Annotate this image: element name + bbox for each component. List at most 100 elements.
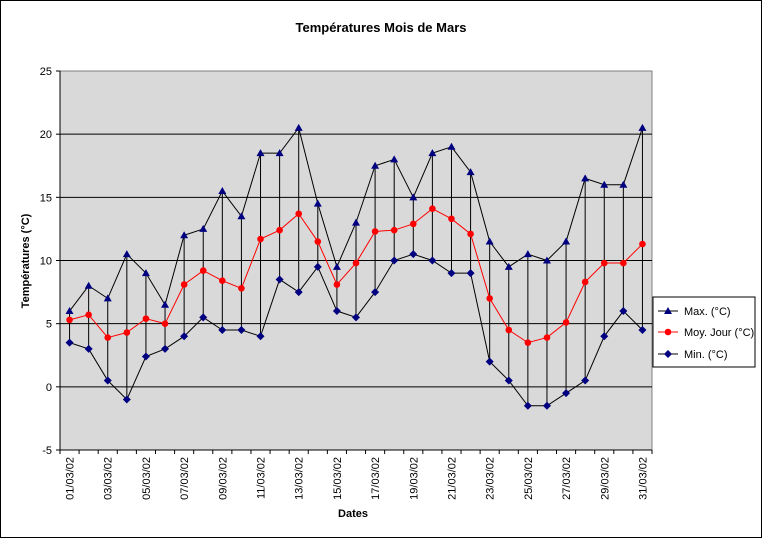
data-point-moy (448, 215, 455, 223)
data-point-min (409, 250, 418, 259)
data-point-max (409, 193, 418, 201)
data-point-max (542, 256, 551, 264)
data-point-min (122, 395, 131, 404)
data-point-moy (600, 259, 608, 267)
legend-swatch-marker (664, 307, 672, 314)
data-point-min (428, 256, 437, 265)
data-point-moy (85, 311, 92, 319)
legend-entry-moy: Moy. Jour (°C) (658, 327, 754, 339)
legend: Max. (°C) Moy. Jour (°C) Min. (°C) (652, 296, 756, 368)
x-tick-label: 15/03/02 (332, 457, 344, 500)
data-point-min (313, 262, 322, 271)
data-point-max (237, 212, 246, 220)
data-point-max (294, 123, 303, 131)
x-tick-label: 25/03/02 (523, 457, 535, 500)
data-point-max (103, 294, 112, 302)
x-tick-label: 11/03/02 (256, 457, 268, 499)
data-point-max (313, 199, 322, 207)
data-point-max (619, 180, 628, 188)
data-point-moy (524, 339, 532, 346)
data-point-max (199, 224, 208, 232)
legend-entry-max: Max. (°C) (658, 306, 731, 318)
data-point-min (294, 288, 303, 297)
data-point-moy (276, 226, 283, 234)
data-point-moy (562, 319, 570, 326)
y-tick-label: -5 (42, 445, 52, 457)
data-point-moy (467, 230, 474, 238)
x-tick-label: 31/03/02 (637, 457, 649, 500)
data-point-min (275, 275, 284, 284)
data-point-moy (295, 210, 303, 218)
y-tick-label: 20 (40, 129, 52, 141)
legend-label: Moy. Jour (°C) (684, 327, 754, 339)
x-tick-label: 29/03/02 (599, 457, 611, 500)
data-point-max (447, 142, 456, 150)
data-point-moy (123, 329, 131, 336)
data-point-moy (429, 205, 436, 213)
y-axis-title: Températures (°C) (20, 213, 32, 308)
legend-swatch-marker (664, 350, 672, 358)
data-point-moy (142, 315, 150, 322)
data-point-max (84, 281, 93, 289)
data-point-max (581, 174, 590, 182)
data-point-min (638, 325, 647, 334)
data-point-min (161, 344, 170, 353)
legend-label: Min. (°C) (684, 349, 728, 361)
x-tick-label: 21/03/02 (446, 457, 458, 500)
x-tick-label: 09/03/02 (217, 457, 229, 500)
data-point-moy (543, 334, 551, 341)
x-tick-label: 17/03/02 (370, 457, 382, 500)
data-point-moy (409, 220, 417, 228)
data-point-moy (238, 284, 245, 292)
data-point-min (600, 332, 609, 341)
axes: -5 0 5 10 15 20 25 01/03/02 03/03/02 05/03/02 07/0… (40, 66, 653, 500)
data-point-min (485, 357, 494, 366)
data-point-moy (219, 277, 226, 285)
data-point-moy (333, 281, 341, 288)
data-point-min (371, 288, 380, 297)
data-point-moy (486, 295, 493, 302)
data-point-moy (505, 326, 513, 334)
data-point-max (122, 250, 131, 258)
data-point-max (371, 161, 380, 169)
data-point-max (352, 218, 360, 226)
data-point-max (332, 262, 341, 270)
data-point-moy (257, 235, 264, 243)
data-point-min (199, 313, 208, 322)
data-point-min (180, 332, 189, 341)
data-point-min (352, 313, 360, 322)
data-point-moy (639, 240, 646, 248)
data-point-min (390, 256, 399, 265)
y-tick-label: 5 (46, 319, 52, 331)
data-point-max (638, 123, 647, 131)
data-point-moy (314, 238, 322, 245)
data-point-max (65, 307, 74, 315)
x-tick-label: 03/03/02 (103, 457, 115, 500)
data-point-min (103, 376, 112, 385)
legend-swatch-marker (664, 328, 672, 336)
data-point-min (332, 307, 341, 316)
data-point-moy (390, 226, 398, 234)
x-tick-label: 19/03/02 (408, 457, 420, 500)
data-point-max (390, 155, 399, 163)
legend-entry-min: Min. (°C) (658, 349, 728, 361)
data-point-moy (199, 267, 207, 274)
grid-lines (60, 133, 652, 388)
data-point-max (562, 237, 571, 245)
data-point-moy (581, 278, 589, 286)
data-point-min (65, 338, 74, 347)
data-point-moy (371, 228, 379, 235)
data-point-moy (352, 259, 360, 267)
data-point-min (447, 269, 456, 278)
data-point-max (466, 168, 475, 176)
data-point-min (619, 307, 628, 316)
data-point-min (218, 325, 227, 334)
data-point-moy (180, 281, 188, 288)
data-point-min (84, 344, 93, 353)
data-point-min (256, 332, 265, 341)
data-point-min (237, 325, 246, 334)
x-tick-label: 27/03/02 (561, 457, 573, 500)
data-point-max (275, 149, 284, 157)
